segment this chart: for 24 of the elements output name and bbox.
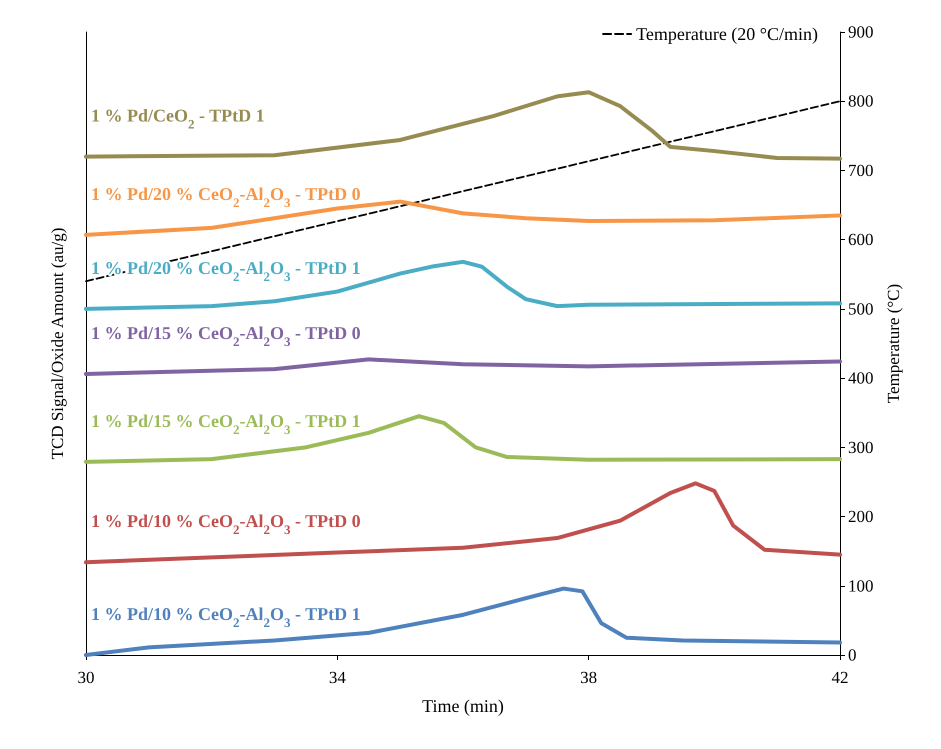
line-series [84,357,842,376]
y2-tick-label: 400 [848,368,874,388]
y2-axis-title: Temperature (°C) [884,284,903,404]
x-tick-label: 38 [580,668,598,687]
y2-tick-label: 0 [848,646,856,664]
x-tick-label: 30 [78,668,94,687]
y2-tick-label: 800 [848,92,874,111]
y2-tick-label: 200 [848,507,874,526]
y-axis-title: TCD Signal/Oxide Amount (au/g) [48,228,67,460]
line-series [84,200,842,237]
line-series [84,414,842,464]
line-series [84,90,842,161]
line-series [84,260,842,311]
y2-tick-label: 300 [848,438,874,457]
y2-tick-label: 100 [848,576,874,596]
x-tick-label: 42 [832,668,848,687]
x-tick-label: 34 [328,668,346,687]
x-axis-title: Time (min) [422,696,504,716]
y2-tick-label: 600 [848,230,874,250]
y2-tick-label: 700 [848,160,874,180]
line-series [84,481,842,564]
legend-label: Temperature (20 °C/min) [636,24,818,44]
y2-tick-label: 900 [848,22,874,42]
y2-tick-label: 500 [848,299,874,318]
